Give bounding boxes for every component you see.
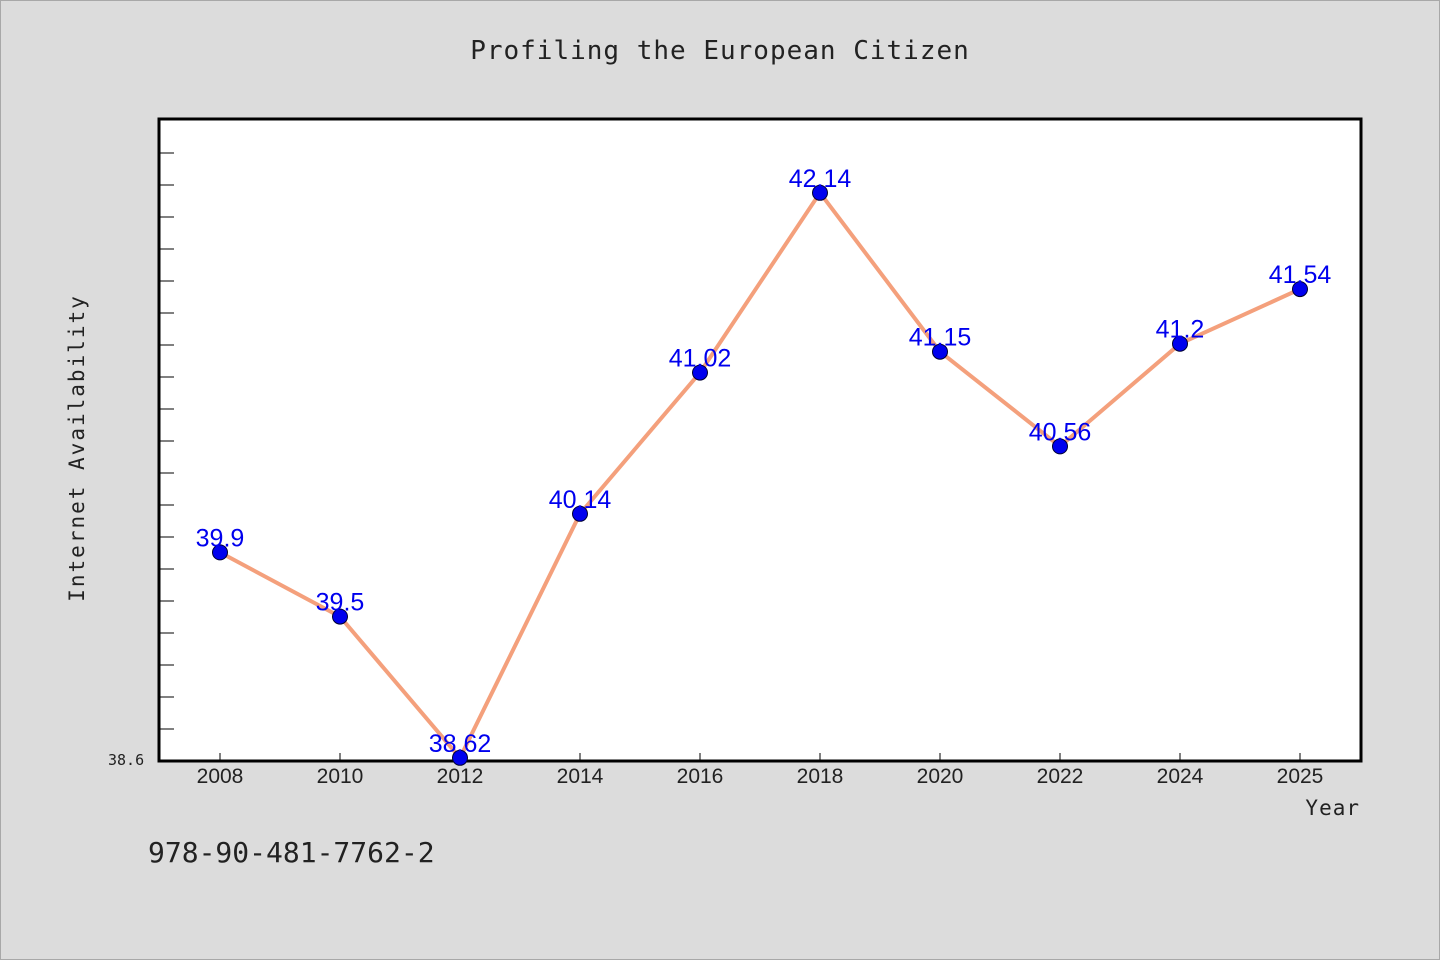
- x-axis-label: Year: [1305, 796, 1360, 820]
- y-axis-ticks: [159, 152, 174, 730]
- x-tick-label: 2012: [437, 765, 484, 788]
- x-tick-label: 2018: [797, 765, 844, 788]
- data-point: [1172, 335, 1188, 352]
- data-label: 39.9: [196, 524, 245, 552]
- series-line: [219, 190, 1301, 760]
- data-point: [692, 364, 708, 381]
- data-label: 40.56: [1029, 418, 1092, 446]
- x-tick-label: 2020: [917, 765, 964, 788]
- isbn-text: 978-90-481-7762-2: [148, 836, 435, 869]
- data-point: [1292, 281, 1308, 298]
- data-label: 42.14: [789, 165, 852, 193]
- data-label: 41.2: [1156, 316, 1205, 344]
- data-point: [572, 505, 588, 522]
- x-tick-label: 2016: [677, 765, 724, 788]
- data-label: 41.15: [909, 324, 972, 352]
- data-label: 41.02: [669, 345, 732, 373]
- y-axis-label: Internet Availability: [65, 294, 89, 602]
- x-tick-label: 2014: [557, 765, 604, 788]
- series-layer: 39.9 39.5 38.62 40.14 41.02 42.14 41.15 40.56 41…: [196, 165, 1332, 766]
- data-point: [932, 343, 948, 360]
- x-tick-label: 2008: [197, 765, 244, 788]
- data-label: 38.62: [429, 730, 492, 758]
- data-label: 39.5: [316, 589, 365, 617]
- y-axis-min-label: 38.6: [108, 751, 145, 769]
- data-point: [212, 544, 228, 561]
- data-label: 41.54: [1269, 261, 1332, 289]
- data-point: [452, 749, 468, 766]
- x-tick-label: 2025: [1277, 765, 1324, 788]
- x-tick-label: 2010: [317, 765, 364, 788]
- x-tick-label: 2022: [1037, 765, 1084, 788]
- data-point: [812, 184, 828, 201]
- data-label: 40.14: [549, 486, 612, 514]
- data-point: [332, 608, 348, 625]
- data-point: [1052, 438, 1068, 455]
- chart-title: Profiling the European Citizen: [470, 36, 970, 66]
- x-tick-label: 2024: [1157, 765, 1204, 788]
- x-axis-ticks: 2008 2010 2012 2014 2016 2018 2020 2022 2024 2025: [197, 753, 1324, 788]
- plot-area: [157, 117, 1363, 763]
